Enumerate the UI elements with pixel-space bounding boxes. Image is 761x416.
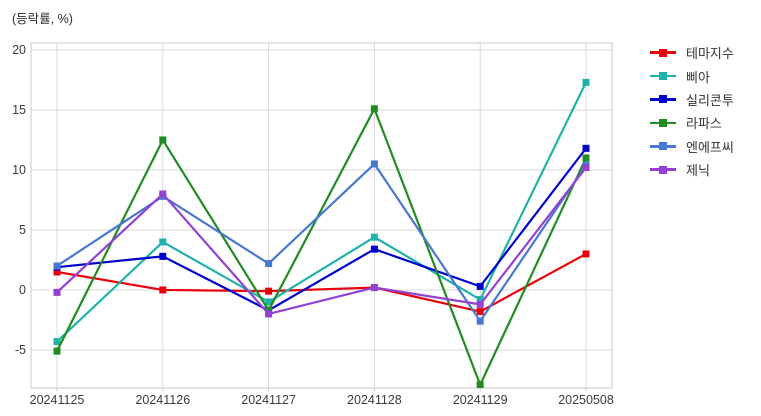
data-point-라파스	[265, 306, 273, 314]
legend-marker	[659, 118, 667, 127]
data-point-실리콘투	[582, 144, 590, 152]
data-point-라파스	[582, 154, 590, 162]
data-point-삐아	[370, 233, 378, 241]
legend-label: 엔에프씨	[686, 139, 734, 155]
legend-item: 엔에프씨	[650, 135, 734, 158]
data-point-제닉	[370, 284, 378, 292]
x-tick-label: 20241129	[453, 393, 508, 407]
y-tick-label: 10	[12, 163, 26, 177]
legend-item: 실리콘투	[650, 88, 734, 111]
data-point-라파스	[159, 136, 167, 144]
series-group	[53, 78, 590, 388]
series-line-엔에프씨	[56, 162, 587, 323]
y-tick-label: 15	[12, 103, 26, 117]
data-point-엔에프씨	[370, 160, 378, 168]
data-point-테마지수	[53, 268, 61, 276]
legend-label: 테마지수	[686, 46, 734, 62]
legend-marker	[659, 165, 667, 174]
data-point-엔에프씨	[476, 317, 484, 325]
data-point-제닉	[265, 310, 273, 318]
legend-marker	[659, 72, 667, 81]
data-point-제닉	[582, 164, 590, 172]
data-point-실리콘투	[370, 245, 378, 253]
data-point-테마지수	[265, 287, 273, 295]
series-line-삐아	[56, 81, 587, 343]
legend-marker	[659, 48, 667, 57]
data-point-제닉	[53, 288, 61, 296]
data-point-테마지수	[159, 286, 167, 294]
data-point-테마지수	[476, 308, 484, 316]
data-point-삐아	[476, 296, 484, 304]
legend-item: 제닉	[650, 158, 734, 181]
data-point-라파스	[476, 381, 484, 388]
legend-label: 제닉	[686, 163, 710, 179]
legend-swatch-icon	[650, 141, 676, 151]
legend-label: 실리콘투	[686, 92, 734, 108]
legend-label: 라파스	[686, 116, 722, 132]
data-point-엔에프씨	[265, 260, 273, 268]
legend-swatch-icon	[650, 71, 676, 81]
legend-item: 삐아	[650, 64, 734, 87]
legend-item: 테마지수	[650, 41, 734, 64]
legend-marker	[659, 95, 667, 104]
legend-marker	[659, 142, 667, 151]
y-tick-label: 0	[19, 283, 26, 297]
data-point-삐아	[159, 238, 167, 246]
y-tick-label: 5	[19, 223, 26, 237]
data-point-삐아	[582, 78, 590, 86]
legend-label: 삐아	[686, 69, 710, 85]
data-point-삐아	[265, 298, 273, 306]
series-line-실리콘투	[56, 147, 587, 312]
legend-item: 라파스	[650, 111, 734, 134]
data-point-라파스	[53, 347, 61, 355]
data-point-제닉	[476, 300, 484, 308]
legend-swatch-icon	[650, 94, 676, 104]
x-tick-label: 20241127	[241, 393, 296, 407]
plot-frame	[30, 42, 613, 389]
x-tick-label: 20250508	[558, 393, 614, 407]
legend-swatch-icon	[650, 48, 676, 58]
x-tick-label: 20241126	[135, 393, 190, 407]
legend-swatch-icon	[650, 118, 676, 128]
x-tick-label: 20241125	[30, 393, 85, 407]
y-tick-label: -5	[15, 343, 26, 357]
x-tick-label: 20241128	[347, 393, 402, 407]
data-point-엔에프씨	[53, 262, 61, 270]
data-point-제닉	[159, 190, 167, 198]
series-line-테마지수	[56, 252, 587, 313]
y-tick-label: 20	[12, 43, 26, 57]
legend-swatch-icon	[650, 165, 676, 175]
data-point-라파스	[370, 105, 378, 113]
data-point-실리콘투	[476, 282, 484, 290]
series-line-라파스	[56, 107, 587, 386]
data-point-실리콘투	[159, 252, 167, 260]
chart-title: (등락률, %)	[12, 12, 73, 26]
data-point-삐아	[53, 338, 61, 346]
series-line-제닉	[56, 166, 587, 316]
data-point-테마지수	[582, 250, 590, 258]
